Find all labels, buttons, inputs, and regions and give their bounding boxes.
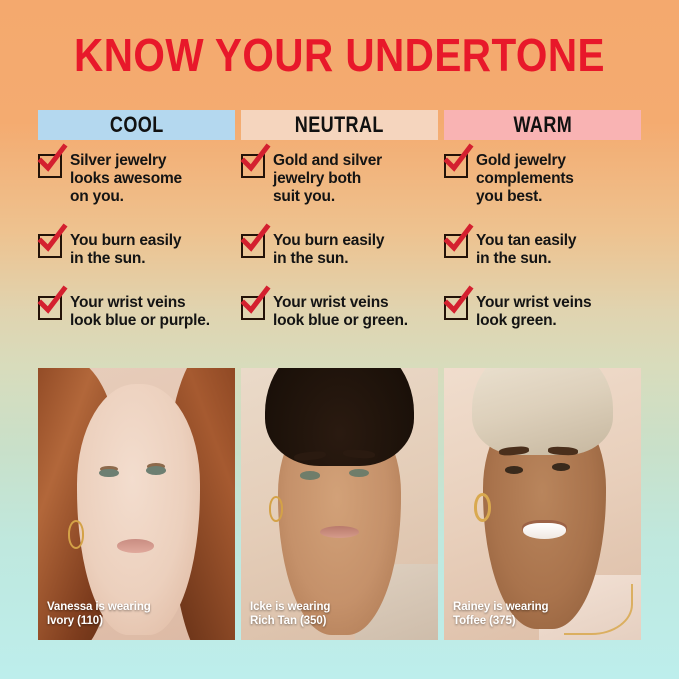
list-item-label: Your wrist veins look blue or green. <box>273 294 408 329</box>
necklace-chain <box>564 583 634 635</box>
column-header-warm-label: WARM <box>513 112 572 137</box>
smile <box>522 523 567 540</box>
column-header-warm: WARM <box>444 110 641 140</box>
eye-right <box>146 465 167 475</box>
checkbox-checked-icon <box>240 285 271 320</box>
hoop-earring-icon <box>67 520 85 549</box>
checkbox-checked-icon <box>240 223 271 258</box>
column-header-neutral-label: NEUTRAL <box>294 112 385 137</box>
checkbox-checked-icon <box>240 143 271 178</box>
column-header-cool-label: COOL <box>109 112 164 137</box>
photo-caption: Vanessa is wearing Ivory (110) <box>47 601 151 627</box>
list-item-label: Your wrist veins look blue or purple. <box>70 294 210 329</box>
checklist-column-cool: Silver jewelry looks awesome on you. You… <box>37 143 235 352</box>
column-header-cool: COOL <box>38 110 235 140</box>
list-item-label: Gold jewelry complements you best. <box>476 152 574 205</box>
list-item-label: You tan easily in the sun. <box>476 232 577 267</box>
list-item: Silver jewelry looks awesome on you. <box>37 143 235 206</box>
checklist-columns: Silver jewelry looks awesome on you. You… <box>37 143 641 352</box>
column-header-neutral: NEUTRAL <box>241 110 438 140</box>
undertone-header-row: COOL NEUTRAL WARM <box>38 110 641 140</box>
list-item-label: You burn easily in the sun. <box>70 232 182 267</box>
list-item-label: Silver jewelry looks awesome on you. <box>70 152 182 205</box>
list-item: Your wrist veins look blue or purple. <box>37 285 235 330</box>
model-photo-row: Vanessa is wearing Ivory (110) Icke is w… <box>38 368 641 640</box>
eye-left <box>505 465 523 474</box>
eyebrow-right <box>548 446 579 456</box>
model-photo-icke: Icke is wearing Rich Tan (350) <box>241 368 438 640</box>
list-item: You burn easily in the sun. <box>37 223 235 268</box>
model-photo-rainey: Rainey is wearing Toffee (375) <box>444 368 641 640</box>
checkbox-checked-icon <box>37 285 68 320</box>
checkbox-checked-icon <box>443 285 474 320</box>
list-item: You burn easily in the sun. <box>240 223 438 268</box>
photo-caption: Rainey is wearing Toffee (375) <box>453 601 549 627</box>
hair <box>264 368 415 466</box>
list-item-label: Your wrist veins look green. <box>476 294 592 329</box>
page-title: KNOW YOUR UNDERTONE <box>74 29 605 81</box>
checkbox-checked-icon <box>443 143 474 178</box>
lips <box>319 525 360 538</box>
list-item-label: Gold and silver jewelry both suit you. <box>273 152 382 205</box>
list-item-label: You burn easily in the sun. <box>273 232 385 267</box>
list-item: Your wrist veins look green. <box>443 285 641 330</box>
checkbox-checked-icon <box>443 223 474 258</box>
hair <box>471 368 614 456</box>
face <box>77 384 200 635</box>
list-item: Gold jewelry complements you best. <box>443 143 641 206</box>
list-item: Gold and silver jewelry both suit you. <box>240 143 438 206</box>
checklist-column-neutral: Gold and silver jewelry both suit you. Y… <box>240 143 438 352</box>
list-item: Your wrist veins look blue or green. <box>240 285 438 330</box>
list-item: You tan easily in the sun. <box>443 223 641 268</box>
eye-left <box>300 471 320 480</box>
model-photo-vanessa: Vanessa is wearing Ivory (110) <box>38 368 235 640</box>
checkbox-checked-icon <box>37 223 68 258</box>
eye-left <box>99 468 119 478</box>
eye-right <box>349 468 370 477</box>
checkbox-checked-icon <box>37 143 68 178</box>
photo-caption: Icke is wearing Rich Tan (350) <box>250 601 331 627</box>
lips <box>116 539 155 553</box>
hoop-earring-icon <box>473 493 492 523</box>
checklist-column-warm: Gold jewelry complements you best. You t… <box>443 143 641 352</box>
eye-right <box>552 463 571 471</box>
hoop-earring-icon <box>268 495 284 522</box>
